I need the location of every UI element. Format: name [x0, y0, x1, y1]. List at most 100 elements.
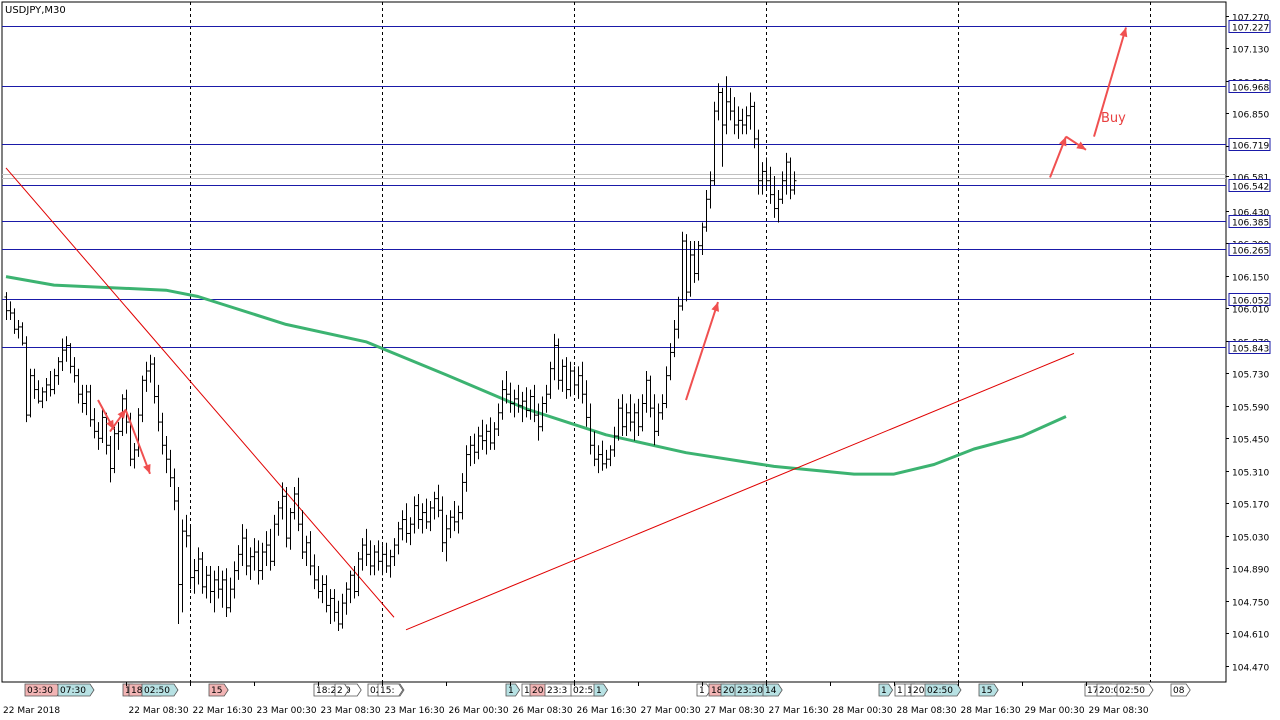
candle [208, 565, 213, 604]
event-flag [334, 683, 350, 697]
candle [712, 101, 717, 186]
candle [484, 424, 489, 455]
candle [684, 234, 689, 302]
candle [328, 589, 333, 624]
candle [156, 384, 161, 432]
candle [172, 468, 177, 511]
arrow-shaft [125, 410, 151, 475]
candle [216, 565, 221, 599]
y-tick-label: 105.450 [1232, 436, 1269, 446]
x-tick-label: 22 Mar 2018 [3, 706, 60, 716]
level-label-box [1228, 293, 1271, 306]
candle [152, 357, 157, 404]
candle [564, 357, 569, 399]
x-tick-label: 27 Mar 08:30 [705, 706, 765, 716]
event-label: 1 [699, 686, 705, 696]
candle [604, 449, 609, 469]
level-label-box [1228, 179, 1271, 192]
candle [668, 343, 673, 381]
buy-annotation: Buy [1101, 111, 1126, 126]
candle [4, 292, 9, 320]
event-marker: 14 [762, 683, 783, 697]
event-label: 1 [897, 686, 903, 696]
candle [432, 491, 437, 520]
candle [540, 396, 545, 432]
candle [720, 87, 725, 167]
level-label: 106.968 [1232, 84, 1269, 94]
event-label: 18 [711, 686, 723, 696]
x-tick-label: 22 Mar 08:30 [129, 706, 189, 716]
candle [464, 445, 469, 492]
y-tick-label: 105.730 [1232, 371, 1269, 381]
candle [636, 398, 641, 436]
candle [144, 361, 149, 392]
candle [272, 514, 277, 566]
level-label: 106.052 [1232, 297, 1269, 307]
event-marker: 02:50 [924, 683, 962, 697]
candle [396, 521, 401, 555]
candle [644, 371, 649, 413]
level-label-box [1228, 80, 1271, 93]
candle [204, 565, 209, 599]
event-label: 23:3 [547, 686, 567, 696]
candle [716, 83, 721, 121]
chart-title: USDJPY,M30 [5, 5, 66, 16]
candle [136, 408, 141, 457]
candle [64, 336, 69, 362]
candle [648, 375, 653, 418]
candle [688, 241, 693, 297]
y-tick-label: 104.890 [1232, 566, 1269, 576]
event-label: 15: [380, 686, 394, 696]
y-tick-label: 105.170 [1232, 501, 1269, 511]
candle [740, 108, 745, 135]
candle [100, 408, 105, 443]
candle [764, 157, 769, 190]
level-label-box [1228, 215, 1271, 228]
candle [784, 152, 789, 195]
y-tick-label: 107.270 [1232, 14, 1269, 24]
moving-average [5, 275, 1067, 476]
candle [164, 435, 169, 474]
candle [56, 357, 61, 385]
candle [692, 241, 697, 283]
event-label: 15 [981, 686, 992, 696]
candle [280, 482, 285, 520]
candle [756, 129, 761, 195]
candle [436, 484, 441, 518]
event-marker: 2 [334, 683, 350, 697]
candle [260, 542, 265, 580]
horizontal-levels [2, 26, 1226, 348]
candle [168, 449, 173, 488]
candle [440, 496, 445, 553]
candle [408, 517, 413, 546]
candle [116, 422, 121, 450]
candle [664, 366, 669, 409]
candle [308, 531, 313, 576]
candle [456, 505, 461, 534]
candle [700, 222, 705, 255]
event-label: 03:30 [27, 686, 53, 696]
candle [400, 510, 405, 541]
candle [212, 570, 217, 613]
candle [772, 176, 777, 218]
candle [680, 231, 685, 311]
x-tick-label: 26 Mar 16:30 [577, 706, 637, 716]
candle [256, 540, 261, 585]
y-tick-label: 104.610 [1232, 631, 1269, 641]
drawn-arrow [1049, 136, 1067, 178]
event-label: 1 [125, 686, 131, 696]
candle [580, 361, 585, 404]
candle [24, 336, 29, 423]
candle [244, 528, 249, 576]
candle [512, 389, 517, 418]
arrow-head [117, 409, 126, 419]
candle [88, 384, 93, 427]
candle [672, 319, 677, 358]
arrow-head [143, 464, 151, 474]
candle [528, 389, 533, 420]
candle [376, 540, 381, 571]
drawn-arrow [1093, 27, 1128, 137]
drawn-arrows [97, 27, 1128, 475]
y-tick-label: 106.850 [1232, 111, 1269, 121]
level-label: 105.843 [1232, 345, 1269, 355]
